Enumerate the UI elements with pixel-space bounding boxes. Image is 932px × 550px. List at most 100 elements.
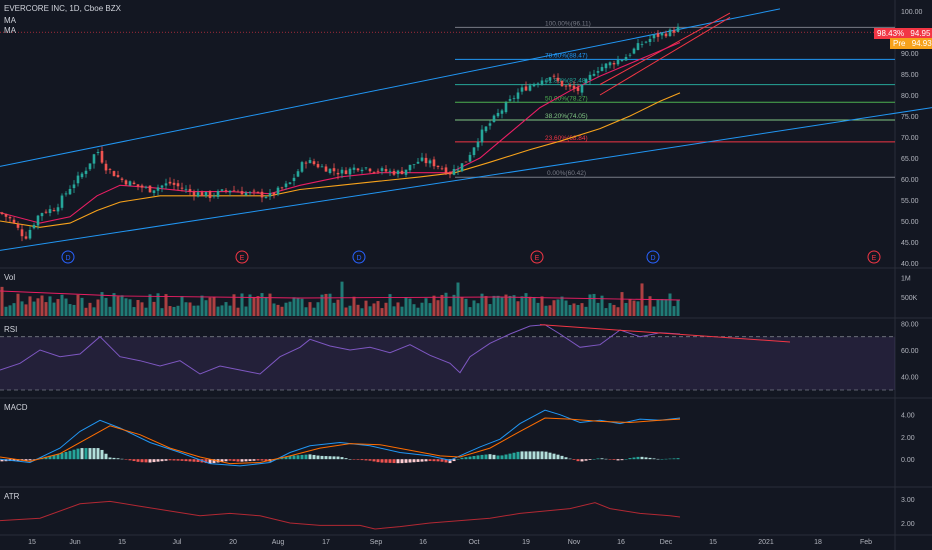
volume-bar	[0, 286, 4, 316]
candle-body	[200, 192, 204, 197]
macd-histogram-bar	[184, 459, 188, 462]
macd-tick-label: 2.00	[901, 435, 915, 442]
candle-body	[644, 41, 648, 43]
pre-market-value: 94.93	[911, 39, 932, 48]
volume-bar	[252, 296, 256, 316]
macd-histogram-bar	[284, 456, 288, 460]
macd-histogram-bar	[248, 459, 252, 462]
macd-tick-label: 4.00	[901, 413, 915, 420]
macd-histogram-bar	[644, 457, 648, 460]
macd-histogram-bar	[96, 448, 100, 460]
candle-body	[212, 195, 216, 197]
ma-label-1[interactable]: MA	[4, 16, 16, 25]
volume-bar	[200, 295, 204, 316]
macd-histogram-bar	[296, 455, 300, 460]
volume-bar	[492, 295, 496, 316]
ma-label-2[interactable]: MA	[4, 26, 16, 35]
candle-body	[364, 167, 368, 169]
candle-body	[664, 33, 668, 37]
macd-signal-line	[0, 417, 681, 465]
atr-tick-label: 3.00	[901, 497, 915, 504]
price-tick-label: 50.00	[901, 219, 919, 226]
volume-bar	[188, 302, 192, 316]
event-marker-circle	[867, 250, 881, 264]
candle-body	[348, 168, 352, 175]
candle-body	[584, 79, 588, 84]
candle-body	[456, 169, 460, 171]
candle-body	[56, 207, 60, 212]
volume-bar	[360, 308, 364, 316]
volume-bar	[428, 303, 432, 316]
volume-bar	[364, 300, 368, 316]
macd-histogram-bar	[560, 455, 564, 460]
macd-histogram-bar	[316, 455, 320, 460]
macd-histogram-bar	[608, 459, 612, 460]
volume-bar	[128, 299, 132, 316]
price-tick-label: 55.00	[901, 198, 919, 205]
candle-body	[8, 217, 12, 219]
candle-body	[132, 182, 136, 185]
candle-body	[60, 195, 64, 208]
volume-bar	[424, 298, 428, 316]
candle-body	[48, 209, 52, 214]
volume-bar	[328, 293, 332, 316]
candle-body	[436, 165, 440, 168]
x-axis-label: 15	[28, 539, 36, 546]
volume-bar	[380, 308, 384, 316]
volume-bar	[576, 304, 580, 316]
volume-bar	[60, 294, 64, 316]
volume-bar	[456, 282, 460, 316]
volume-bar	[4, 306, 8, 316]
candle-body	[676, 26, 680, 32]
candle-body	[276, 187, 280, 195]
macd-histogram-bar	[676, 458, 680, 460]
volume-bar	[212, 296, 216, 316]
macd-histogram-bar	[136, 459, 140, 462]
candle-body	[152, 190, 156, 193]
macd-histogram-bar	[100, 449, 104, 460]
macd-histogram-bar	[28, 459, 32, 461]
volume-bar	[436, 300, 440, 316]
macd-histogram-bar	[208, 459, 212, 464]
macd-histogram-bar	[368, 459, 372, 461]
candle-body	[96, 151, 100, 154]
volume-bar	[108, 306, 112, 316]
macd-histogram-bar	[196, 459, 200, 463]
candle-body	[164, 183, 168, 186]
candle-body	[316, 164, 320, 168]
volume-bar	[144, 307, 148, 316]
volume-bar	[276, 304, 280, 316]
x-axis-label: 17	[322, 539, 330, 546]
candle-body	[0, 212, 4, 214]
volume-bar	[580, 303, 584, 316]
candle-body	[296, 171, 300, 177]
macd-histogram-bar	[428, 459, 432, 462]
macd-histogram-bar	[600, 458, 604, 460]
candle-body	[596, 71, 600, 73]
candle-body	[368, 168, 372, 172]
channel-lower-line	[0, 107, 932, 251]
volume-bar	[356, 304, 360, 316]
volume-bar	[116, 296, 120, 316]
candle-body	[580, 84, 584, 93]
event-marker-letter: E	[872, 255, 877, 262]
candle-body	[392, 170, 396, 175]
volume-bar	[292, 297, 296, 316]
candle-body	[544, 80, 548, 82]
candle-body	[508, 99, 512, 101]
volume-bar	[76, 294, 80, 316]
candle-body	[72, 184, 76, 189]
volume-bar	[652, 306, 656, 316]
candle-body	[440, 168, 444, 170]
x-axis-label: Feb	[860, 539, 872, 546]
macd-histogram-bar	[60, 453, 64, 460]
candle-body	[88, 163, 92, 170]
macd-pane-title: MACD	[4, 403, 28, 412]
macd-histogram-bar	[672, 458, 676, 460]
macd-histogram-bar	[80, 448, 84, 460]
volume-bar	[132, 307, 136, 316]
candle-body	[312, 161, 316, 165]
macd-histogram-bar	[584, 459, 588, 461]
